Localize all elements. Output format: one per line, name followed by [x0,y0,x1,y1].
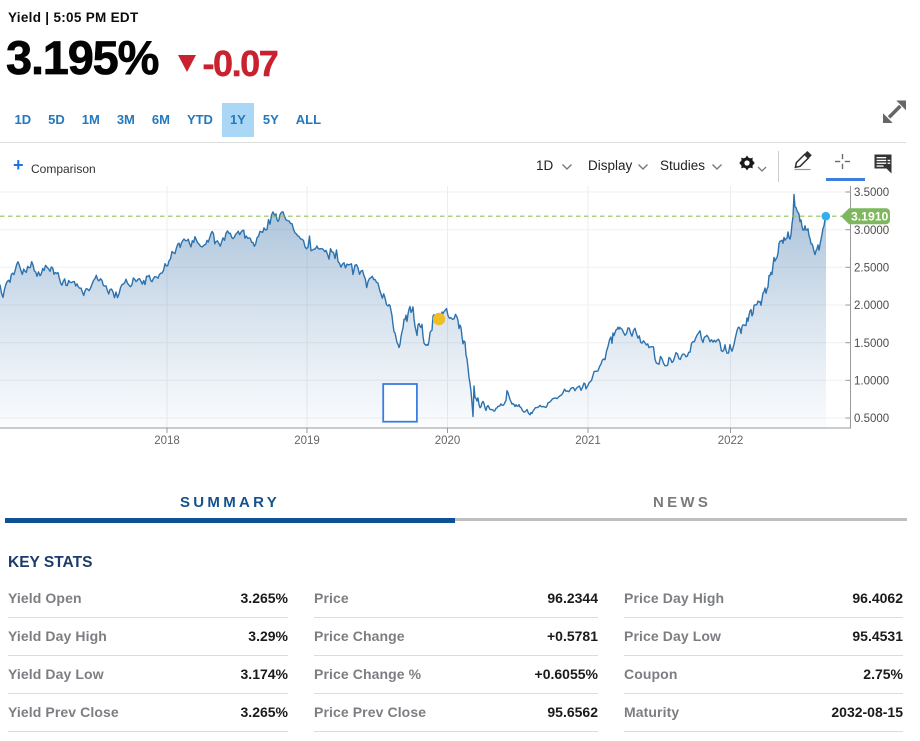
svg-text:2.0000: 2.0000 [854,300,889,312]
svg-text:2.5000: 2.5000 [854,263,889,275]
svg-text:2020: 2020 [435,435,461,447]
svg-text:1.0000: 1.0000 [854,376,889,388]
svg-text:2018: 2018 [154,435,180,447]
svg-text:3.0000: 3.0000 [854,225,889,237]
svg-text:2021: 2021 [575,435,601,447]
svg-text:0.5000: 0.5000 [854,413,889,425]
svg-text:2019: 2019 [294,435,320,447]
svg-text:3.1910: 3.1910 [851,210,888,224]
svg-text:2022: 2022 [718,435,744,447]
svg-text:1.5000: 1.5000 [854,338,889,350]
svg-text:3.5000: 3.5000 [854,187,889,199]
